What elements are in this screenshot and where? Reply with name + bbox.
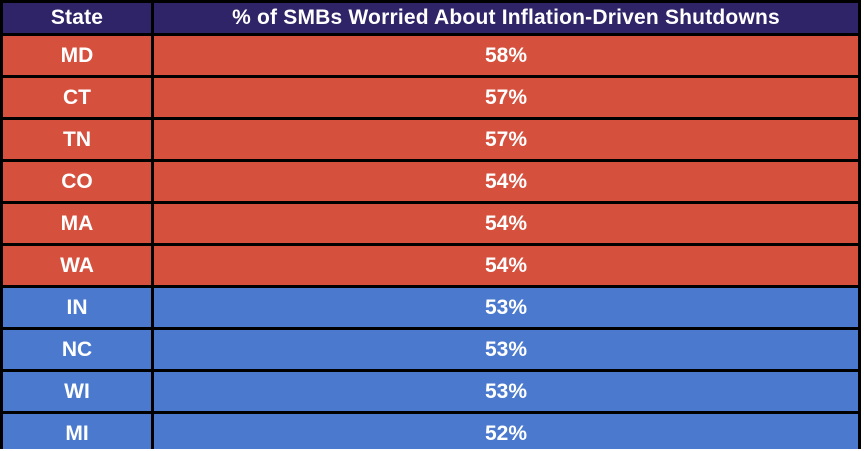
state-cell: IN <box>0 285 154 330</box>
table-row: CT 57% <box>0 75 861 120</box>
state-cell: CT <box>0 75 154 120</box>
column-header-value: % of SMBs Worried About Inflation-Driven… <box>151 0 861 36</box>
value-cell: 58% <box>151 33 861 78</box>
value-cell: 57% <box>151 117 861 162</box>
value-cell: 57% <box>151 75 861 120</box>
state-cell: MD <box>0 33 154 78</box>
state-cell: WI <box>0 369 154 414</box>
state-cell: MA <box>0 201 154 246</box>
table-row: NC 53% <box>0 327 861 372</box>
state-cell: CO <box>0 159 154 204</box>
column-header-state: State <box>0 0 154 36</box>
value-cell: 53% <box>151 327 861 372</box>
table-row: WI 53% <box>0 369 861 414</box>
state-cell: NC <box>0 327 154 372</box>
table-row: IN 53% <box>0 285 861 330</box>
table-row: TN 57% <box>0 117 861 162</box>
value-cell: 54% <box>151 243 861 288</box>
table-row: CO 54% <box>0 159 861 204</box>
table-row: WA 54% <box>0 243 861 288</box>
table-row: MA 54% <box>0 201 861 246</box>
value-cell: 53% <box>151 369 861 414</box>
state-cell: WA <box>0 243 154 288</box>
table-body: MD 58% CT 57% TN 57% CO 54% MA 54% WA 54% IN 53% NC 53%… <box>0 33 861 449</box>
table-row: MD 58% <box>0 33 861 78</box>
value-cell: 54% <box>151 159 861 204</box>
table-row: MI 52% <box>0 411 861 449</box>
value-cell: 54% <box>151 201 861 246</box>
state-cell: MI <box>0 411 154 449</box>
value-cell: 52% <box>151 411 861 449</box>
value-cell: 53% <box>151 285 861 330</box>
state-cell: TN <box>0 117 154 162</box>
header-row: State % of SMBs Worried About Inflation-… <box>0 0 861 36</box>
